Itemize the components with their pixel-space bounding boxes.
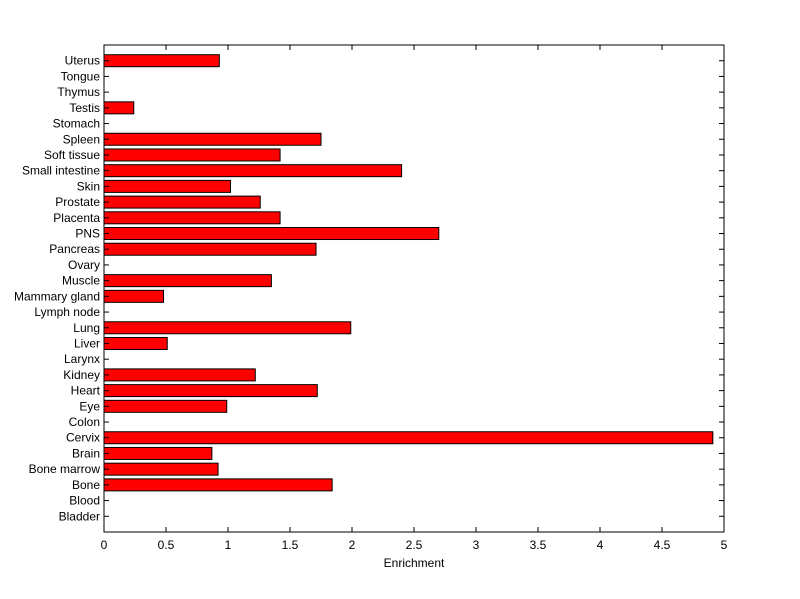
y-tick-label-stomach: Stomach <box>53 117 100 131</box>
x-tick-label-5: 5 <box>721 538 728 552</box>
bar-prostate <box>103 195 261 209</box>
bar-brain <box>103 446 213 460</box>
x-tick-label-0: 0 <box>101 538 108 552</box>
bar-bone-marrow <box>103 462 219 476</box>
y-tick-label-bone: Bone <box>72 478 100 492</box>
y-tick-label-pns: PNS <box>75 227 100 241</box>
y-tick-label-liver: Liver <box>74 336 100 350</box>
y-tick-label-small-intestine: Small intestine <box>22 164 100 178</box>
bar-lung <box>103 321 352 335</box>
y-tick-label-skin: Skin <box>77 179 100 193</box>
bar-cervix <box>103 431 714 445</box>
bar-heart <box>103 384 318 398</box>
y-tick-label-placenta: Placenta <box>53 211 100 225</box>
y-tick-label-prostate: Prostate <box>55 195 100 209</box>
x-tick-label-3-5: 3.5 <box>530 538 547 552</box>
y-tick-label-pancreas: Pancreas <box>49 242 100 256</box>
x-tick-label-4: 4 <box>597 538 604 552</box>
y-tick-label-thymus: Thymus <box>57 85 100 99</box>
y-tick-label-bladder: Bladder <box>59 509 100 523</box>
y-tick-label-uterus: Uterus <box>65 54 100 68</box>
y-tick-label-bone-marrow: Bone marrow <box>29 462 101 476</box>
bar-small-intestine <box>103 164 403 178</box>
x-tick-label-1-5: 1.5 <box>282 538 299 552</box>
x-tick-label-2: 2 <box>349 538 356 552</box>
y-tick-label-colon: Colon <box>69 415 100 429</box>
bar-pancreas <box>103 242 317 256</box>
x-tick-label-0-5: 0.5 <box>158 538 175 552</box>
y-tick-label-tongue: Tongue <box>61 69 101 83</box>
y-tick-label-heart: Heart <box>71 384 101 398</box>
y-tick-label-eye: Eye <box>79 399 100 413</box>
y-tick-label-testis: Testis <box>69 101 100 115</box>
y-tick-label-blood: Blood <box>69 494 100 508</box>
bar-placenta <box>103 211 281 225</box>
bar-pns <box>103 227 440 241</box>
y-tick-label-brain: Brain <box>72 446 100 460</box>
y-tick-label-soft-tissue: Soft tissue <box>44 148 100 162</box>
bar-uterus <box>103 54 220 68</box>
x-tick-label-4-5: 4.5 <box>654 538 671 552</box>
y-tick-label-muscle: Muscle <box>62 274 100 288</box>
y-tick-label-lymph-node: Lymph node <box>34 305 100 319</box>
bar-liver <box>103 336 168 350</box>
y-tick-label-lung: Lung <box>73 321 100 335</box>
y-tick-label-ovary: Ovary <box>68 258 100 272</box>
bar-mammary-gland <box>103 289 165 303</box>
x-tick-label-3: 3 <box>473 538 480 552</box>
y-tick-label-mammary-gland: Mammary gland <box>14 289 100 303</box>
x-axis-label: Enrichment <box>384 556 445 570</box>
x-tick-label-1: 1 <box>225 538 232 552</box>
bar-skin <box>103 179 231 193</box>
y-tick-label-spleen: Spleen <box>63 132 100 146</box>
bar-muscle <box>103 274 272 288</box>
y-tick-label-cervix: Cervix <box>66 431 100 445</box>
plot-frame <box>103 44 725 533</box>
bar-soft-tissue <box>103 148 281 162</box>
bar-kidney <box>103 368 256 382</box>
bar-eye <box>103 399 228 413</box>
x-tick-label-2-5: 2.5 <box>406 538 423 552</box>
y-tick-label-kidney: Kidney <box>63 368 100 382</box>
bar-bone <box>103 478 333 492</box>
y-tick-label-larynx: Larynx <box>64 352 100 366</box>
bar-spleen <box>103 132 322 146</box>
